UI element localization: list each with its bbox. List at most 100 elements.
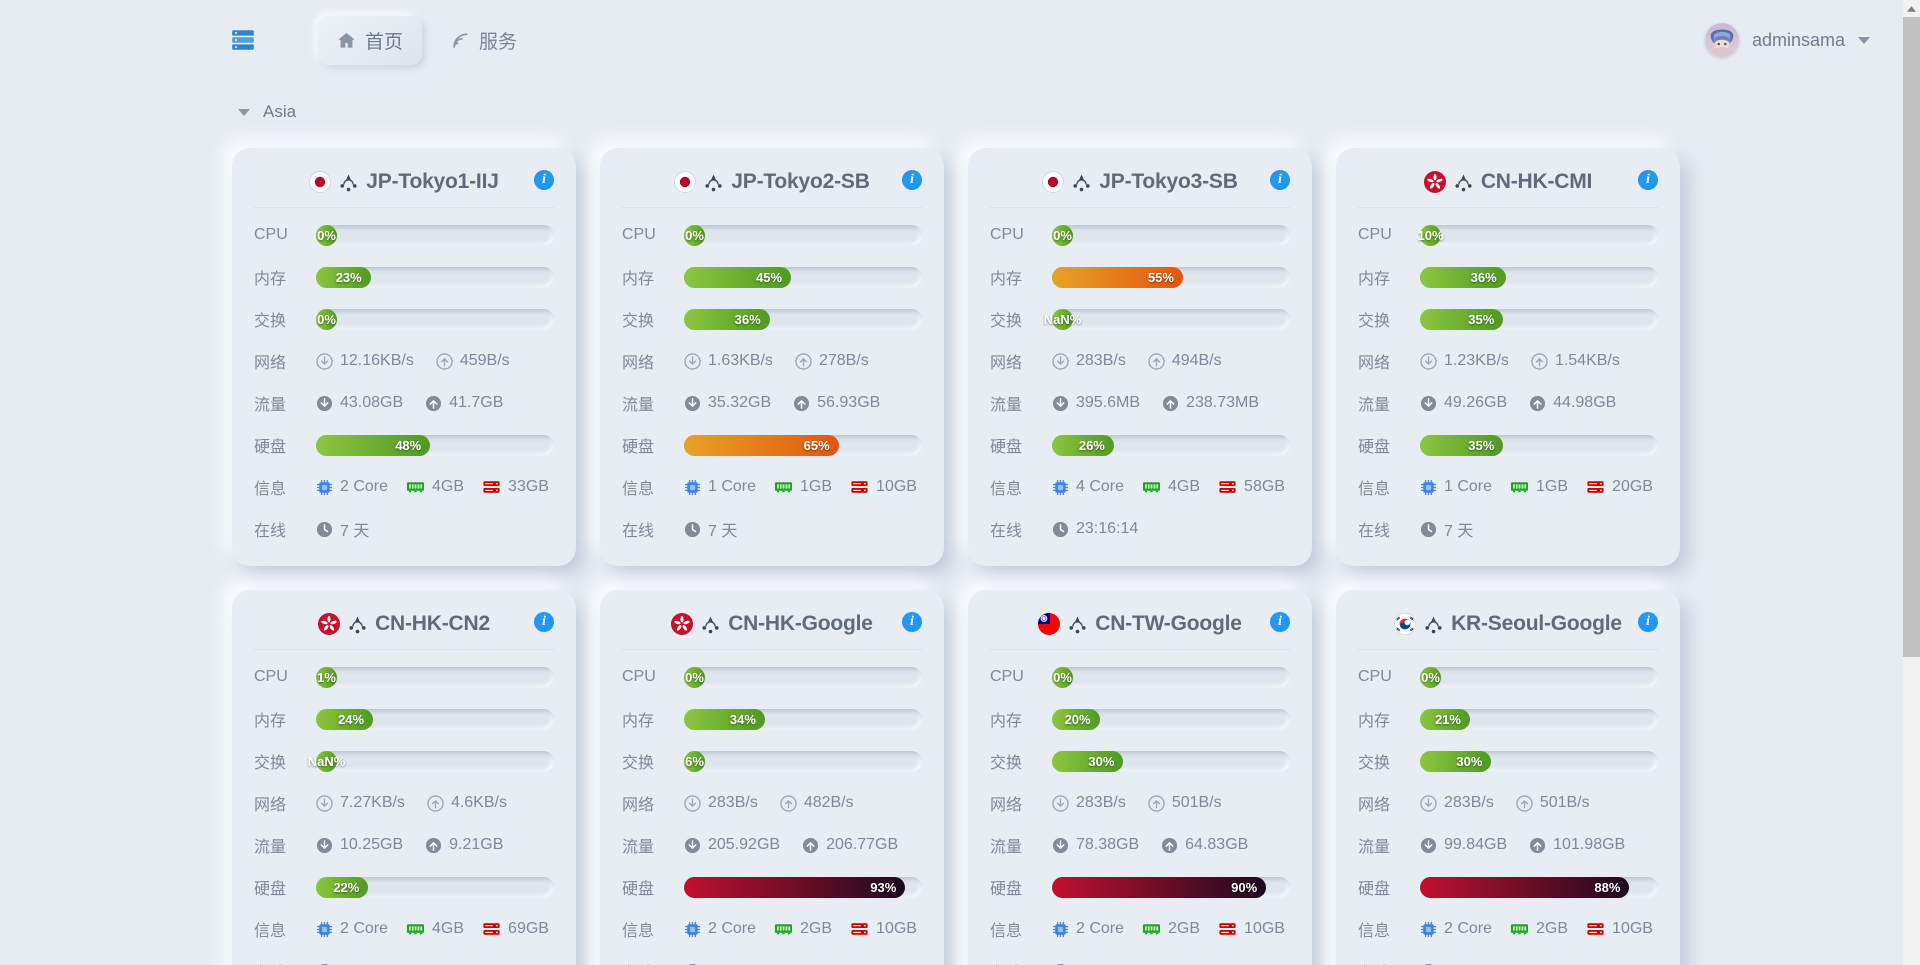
disk-label: 硬盘 [1358, 881, 1391, 898]
disk-value: 35% [1468, 437, 1495, 453]
ram-stick-icon [774, 479, 793, 495]
arrow-down-circle-icon [316, 352, 333, 370]
swap-value: 36% [734, 311, 761, 327]
info-label: 信息 [1358, 923, 1391, 940]
page-scrollbar[interactable] [1903, 0, 1920, 965]
disk-row: 硬盘 88% [1358, 866, 1658, 908]
online-row: 在线 7 天 [254, 508, 554, 550]
disk-size: 10GB [1586, 920, 1653, 938]
arrow-down-circle-filled-icon [316, 837, 333, 854]
cpu-cores: 1 Core [1420, 478, 1492, 496]
info-label: 信息 [254, 481, 287, 498]
disk-row: 硬盘 90% [990, 866, 1290, 908]
info-row: 信息 4 Core 4GB 58GB [990, 466, 1290, 508]
info-label: 信息 [1358, 481, 1391, 498]
traffic-down-text: 205.92GB [708, 836, 781, 853]
info-icon[interactable]: i [534, 612, 554, 632]
memory-bar-track: 21% [1420, 708, 1658, 730]
info-icon[interactable]: i [902, 170, 922, 190]
ram-size: 2GB [1142, 920, 1200, 938]
disk-bar-fill: 90% [1052, 876, 1267, 898]
uptime: 7 天 [1052, 959, 1105, 965]
nav-item-home[interactable]: 首页 [318, 15, 423, 65]
swap-value: 6% [685, 753, 704, 769]
traffic-down: 99.84GB [1420, 836, 1507, 854]
info-icon[interactable]: i [1270, 612, 1290, 632]
cpu-chip-icon [316, 921, 333, 938]
arch-linux-icon [1424, 615, 1443, 634]
traffic-label: 流量 [622, 397, 655, 414]
info-icon[interactable]: i [1638, 612, 1658, 632]
server-card: JP-Tokyo3-SB i CPU 0% 内存 55% 交换 NaN% [968, 148, 1312, 566]
cpu-cores: 4 Core [1052, 478, 1124, 496]
online-label: 在线 [254, 523, 287, 540]
disk-stack-icon [1586, 479, 1605, 495]
info-icon[interactable]: i [534, 170, 554, 190]
arrow-down-circle-filled-icon [684, 395, 701, 412]
network-up: 501B/s [1516, 794, 1590, 812]
memory-row: 内存 36% [1358, 256, 1658, 298]
uptime: 7 天 [1420, 517, 1473, 541]
network-down: 1.63KB/s [684, 352, 773, 370]
swap-bar-fill: 30% [1420, 750, 1492, 772]
traffic-up: 206.77GB [802, 836, 898, 854]
traffic-down: 395.6MB [1052, 394, 1140, 412]
network-up: 482B/s [780, 794, 854, 812]
swap-bar-track: 0% [316, 308, 554, 330]
network-down: 283B/s [684, 794, 758, 812]
online-label: 在线 [1358, 959, 1420, 965]
cpu-bar-fill: 0% [1052, 666, 1073, 688]
cpu-cores-text: 2 Core [340, 920, 389, 937]
cpu-cores: 2 Core [1052, 920, 1124, 938]
info-icon[interactable]: i [902, 612, 922, 632]
traffic-row: 流量 78.38GB 64.83GB [990, 824, 1290, 866]
hk-flag [671, 613, 694, 635]
scrollbar-up-arrow[interactable] [1903, 0, 1920, 17]
server-name: JP-Tokyo2-SB [731, 170, 870, 193]
network-up: 459B/s [436, 352, 510, 370]
cpu-bar-track: 0% [684, 224, 922, 246]
online-label: 在线 [1358, 523, 1391, 540]
traffic-down-text: 49.26GB [1444, 394, 1508, 411]
memory-bar-fill: 45% [684, 266, 792, 288]
group-header-asia[interactable]: Asia [238, 102, 296, 122]
info-icon[interactable]: i [1270, 170, 1290, 190]
cpu-cores: 2 Core [1420, 920, 1492, 938]
server-stack-icon[interactable] [230, 27, 256, 53]
cpu-value: 10% [1417, 227, 1444, 243]
ram-stick-icon [1510, 479, 1529, 495]
disk-stack-icon [1586, 921, 1605, 937]
info-icon[interactable]: i [1638, 170, 1658, 190]
cpu-bar-fill: 0% [1420, 666, 1441, 688]
cpu-label: CPU [1358, 226, 1392, 243]
disk-row: 硬盘 35% [1358, 424, 1658, 466]
disk-bar-fill: 88% [1420, 876, 1630, 898]
arrow-up-circle-icon [1148, 352, 1165, 370]
arch-linux-icon [704, 173, 723, 192]
clock-icon [684, 521, 701, 538]
memory-value: 34% [729, 711, 756, 727]
swap-row: 交换 0% [254, 298, 554, 340]
traffic-down-text: 395.6MB [1076, 394, 1141, 411]
cpu-row: CPU 0% [1358, 656, 1658, 698]
network-row: 网络 12.16KB/s 459B/s [254, 340, 554, 382]
arrow-up-circle-filled-icon [1529, 395, 1546, 412]
user-menu[interactable]: adminsama [1704, 23, 1870, 57]
traffic-label: 流量 [622, 839, 655, 856]
network-row: 网络 283B/s 501B/s [1358, 782, 1658, 824]
disk-label: 硬盘 [990, 881, 1023, 898]
jp-flag [309, 171, 332, 193]
scrollbar-thumb[interactable] [1903, 17, 1920, 657]
info-label: 信息 [254, 923, 287, 940]
disk-stack-icon [850, 479, 869, 495]
uptime: 7 天 [1420, 959, 1473, 965]
nav-item-service[interactable]: 服务 [432, 16, 536, 65]
disk-stack-icon [1218, 479, 1237, 495]
user-name: adminsama [1751, 29, 1845, 50]
memory-value: 36% [1470, 269, 1497, 285]
server-name: CN-HK-Google [728, 612, 873, 635]
uptime-text: 7 天 [340, 959, 369, 965]
ram-size: 2GB [774, 920, 832, 938]
swap-value: 35% [1468, 311, 1495, 327]
disk-bar-track: 48% [316, 434, 554, 456]
